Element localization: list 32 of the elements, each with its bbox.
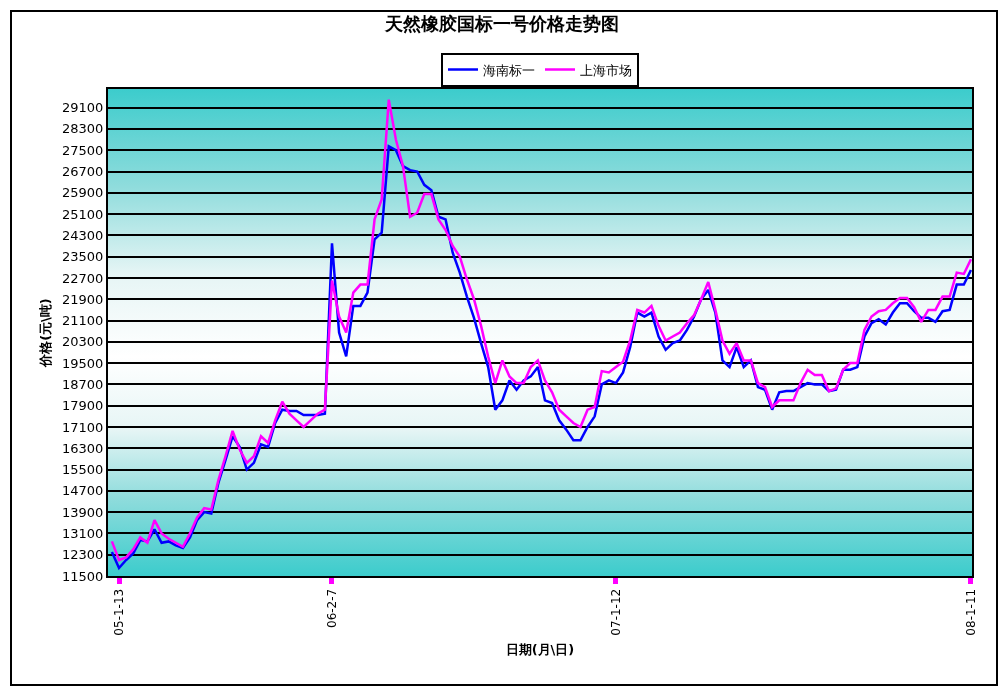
y-tick-label: 19500	[62, 355, 104, 371]
y-tick-label: 11500	[62, 568, 104, 584]
y-tick-label: 15500	[62, 462, 104, 478]
x-tick-label: 08-1-11	[963, 588, 978, 636]
y-tick-label: 24300	[62, 227, 104, 243]
x-axis-title: 日期(月\日)	[505, 641, 575, 657]
y-tick-label: 29100	[62, 100, 104, 116]
y-tick-label: 21100	[62, 313, 104, 329]
y-tick-label: 25100	[62, 206, 104, 222]
y-tick-label: 13100	[62, 525, 104, 541]
y-tick-label: 28300	[62, 121, 104, 137]
x-tick-label: 05-1-13	[111, 588, 126, 636]
y-tick-label: 23500	[62, 249, 104, 265]
y-tick-label: 21900	[62, 291, 104, 307]
y-tick-label: 22700	[62, 270, 104, 286]
y-tick-label: 12300	[62, 547, 104, 563]
y-tick-label: 20300	[62, 334, 104, 350]
y-tick-label: 13900	[62, 504, 104, 520]
chart-title: 天然橡胶国标一号价格走势图	[383, 12, 619, 34]
y-axis-title: 价格(元\吨)	[38, 298, 54, 368]
legend-label: 海南标一	[483, 62, 535, 78]
x-tick-label: 06-2-7	[324, 588, 339, 628]
y-tick-label: 16300	[62, 440, 104, 456]
y-tick-label: 14700	[62, 483, 104, 499]
y-tick-label: 27500	[62, 142, 104, 158]
y-tick-label: 17900	[62, 398, 104, 414]
y-tick-label: 18700	[62, 376, 104, 392]
legend-label: 上海市场	[580, 62, 632, 78]
y-tick-label: 17100	[62, 419, 104, 435]
y-tick-label: 26700	[62, 164, 104, 180]
y-tick-label: 25900	[62, 185, 104, 201]
x-tick-label: 07-1-12	[608, 588, 623, 636]
